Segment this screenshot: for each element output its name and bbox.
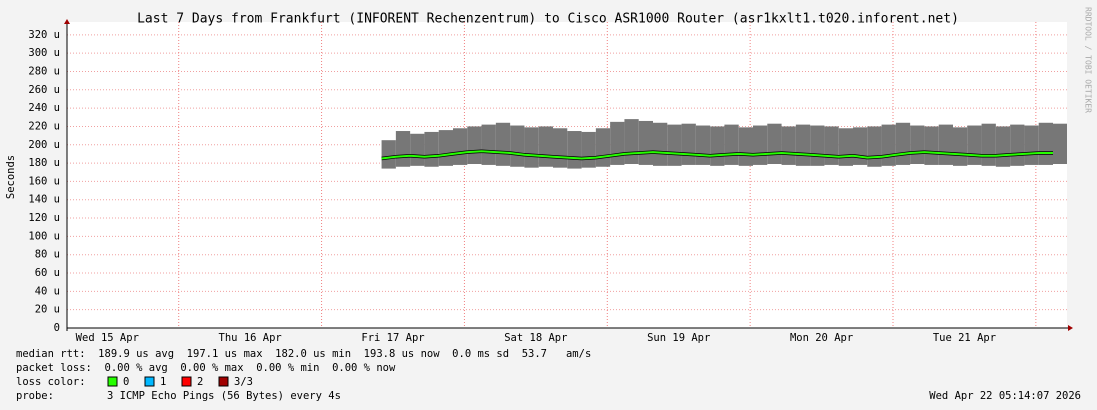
smoke (810, 125, 825, 166)
loss-item-label: 1 (160, 376, 166, 388)
loss-item-label: 3/3 (234, 376, 253, 388)
y-tick-label: 80 u (35, 249, 60, 261)
x-axis-arrow (1068, 325, 1073, 331)
y-tick-label: 140 u (28, 194, 60, 206)
x-tick-label: Thu 16 Apr (219, 332, 282, 344)
smoke (710, 126, 725, 166)
smoke (824, 126, 839, 165)
y-axis-arrow (64, 19, 70, 24)
smoke (781, 126, 796, 165)
y-tick-label: 160 u (28, 175, 60, 187)
smoke (695, 125, 711, 165)
probe-label: probe: (16, 390, 54, 402)
stats-median: median rtt: 189.9 us avg 197.1 us max 18… (16, 348, 591, 360)
smoke (853, 127, 868, 165)
y-tick-label: 120 u (28, 212, 60, 224)
smoke (838, 128, 853, 166)
smoke (653, 122, 668, 166)
smoke (1053, 123, 1067, 165)
smoke (424, 131, 439, 167)
median-line (381, 150, 1053, 160)
smoke (538, 126, 553, 167)
loss-item-label: 0 (123, 376, 129, 388)
smoke (595, 128, 611, 167)
smoke (553, 128, 568, 168)
loss-swatch (218, 376, 229, 387)
smoke (481, 124, 496, 165)
side-label: RRDTOOL / TOBI OETIKER (1084, 7, 1093, 113)
y-tick-label: 100 u (28, 230, 60, 242)
x-tick-label: Fri 17 Apr (361, 332, 424, 344)
smoke (638, 120, 653, 165)
smoke (967, 125, 982, 165)
smoke (610, 121, 625, 165)
y-tick-label: 40 u (35, 285, 60, 297)
smoke (795, 124, 811, 166)
x-tick-label: Mon 20 Apr (790, 332, 853, 344)
smoke (1024, 125, 1039, 165)
stats-loss: packet loss: 0.00 % avg 0.00 % max 0.00 … (16, 362, 396, 374)
smoke (395, 131, 411, 167)
x-tick-label: Wed 15 Apr (76, 332, 139, 344)
timestamp: Wed Apr 22 05:14:07 2026 (929, 390, 1081, 402)
smoke (1038, 122, 1053, 165)
smoke (567, 131, 582, 169)
loss-swatch (181, 376, 192, 387)
smoke (667, 124, 682, 166)
y-tick-label: 320 u (28, 29, 60, 41)
smoke (981, 123, 996, 166)
plot (67, 22, 1067, 329)
smoke (381, 140, 396, 169)
loss-item-label: 2 (197, 376, 203, 388)
smoke (1010, 124, 1025, 166)
smoke (867, 126, 882, 167)
loss-swatch (107, 376, 118, 387)
y-tick-label: 200 u (28, 139, 60, 151)
loss-legend: 0 1 2 3/3 (107, 376, 253, 388)
y-tick-label: 0 (54, 322, 60, 334)
smoke (581, 131, 596, 168)
y-axis-label: Seconds (5, 155, 17, 199)
smoke (624, 119, 639, 165)
y-tick-label: 300 u (28, 47, 60, 59)
loss-swatch (144, 376, 155, 387)
y-tick-label: 60 u (35, 267, 60, 279)
smoke (510, 125, 525, 167)
plot-area (67, 22, 1067, 328)
smoke (767, 123, 782, 165)
y-tick-label: 20 u (35, 304, 60, 316)
smoke (738, 127, 753, 166)
x-tick-label: Sun 19 Apr (647, 332, 710, 344)
smoke (753, 125, 768, 165)
chart-title: Last 7 Days from Frankfurt (INFORENT Rec… (137, 12, 959, 27)
y-tick-label: 240 u (28, 102, 60, 114)
x-tick-label: Tue 21 Apr (933, 332, 996, 344)
smoke (938, 124, 953, 165)
smoke (410, 133, 425, 166)
smoke (910, 125, 925, 165)
loss-label: loss color: (16, 376, 86, 388)
smoke (895, 122, 911, 165)
smoke (953, 127, 968, 166)
smoke (467, 126, 482, 165)
smoke (724, 124, 739, 165)
smoke (438, 130, 453, 166)
smoke (495, 122, 511, 166)
smoke (995, 126, 1011, 167)
y-tick-label: 220 u (28, 120, 60, 132)
smoke (453, 128, 468, 165)
smoke (681, 123, 696, 165)
y-tick-label: 180 u (28, 157, 60, 169)
y-tick-label: 280 u (28, 65, 60, 77)
y-tick-label: 260 u (28, 84, 60, 96)
x-tick-label: Sat 18 Apr (504, 332, 567, 344)
smoke (524, 127, 539, 168)
smoke (924, 126, 939, 165)
probe: 3 ICMP Echo Pings (56 Bytes) every 4s (107, 390, 341, 402)
smoke (881, 124, 896, 166)
